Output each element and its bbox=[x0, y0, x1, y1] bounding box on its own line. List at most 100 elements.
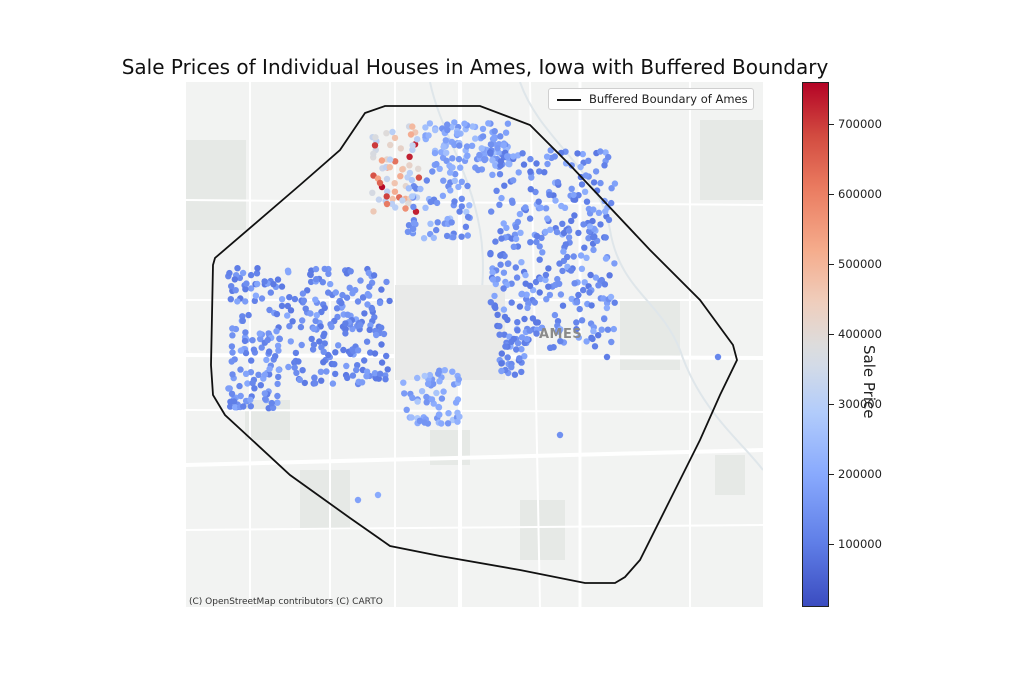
house-point bbox=[472, 135, 479, 142]
house-point bbox=[498, 367, 505, 375]
house-point bbox=[370, 150, 377, 157]
house-point bbox=[454, 418, 461, 425]
house-point bbox=[339, 291, 346, 299]
house-point bbox=[302, 305, 309, 312]
house-point bbox=[301, 379, 308, 387]
house-point bbox=[542, 276, 549, 284]
house-point bbox=[293, 369, 300, 377]
house-point bbox=[423, 177, 430, 184]
house-point bbox=[468, 142, 476, 149]
house-point bbox=[446, 169, 454, 176]
house-point bbox=[312, 265, 320, 273]
house-point bbox=[252, 292, 260, 299]
house-point bbox=[564, 253, 571, 261]
house-point bbox=[590, 246, 597, 254]
house-point bbox=[581, 244, 588, 251]
house-point bbox=[440, 143, 447, 151]
house-point bbox=[325, 351, 332, 359]
house-point bbox=[456, 208, 463, 215]
house-point bbox=[433, 389, 440, 397]
house-point bbox=[464, 182, 471, 190]
house-point bbox=[602, 255, 610, 262]
colorbar-tick bbox=[829, 334, 834, 335]
house-point bbox=[423, 393, 430, 401]
house-point bbox=[377, 370, 384, 377]
house-point bbox=[299, 290, 307, 297]
house-point bbox=[378, 359, 386, 366]
house-point bbox=[232, 287, 239, 294]
house-point bbox=[464, 232, 471, 239]
house-point bbox=[436, 165, 443, 172]
house-point bbox=[431, 149, 439, 157]
house-point bbox=[408, 193, 416, 200]
house-point bbox=[291, 364, 298, 371]
house-point bbox=[487, 150, 494, 157]
house-point bbox=[491, 128, 498, 135]
house-point bbox=[237, 392, 244, 400]
house-point bbox=[228, 343, 236, 350]
house-point bbox=[229, 332, 236, 339]
house-point bbox=[370, 172, 377, 179]
house-point bbox=[462, 223, 470, 230]
house-point bbox=[440, 177, 447, 184]
house-point bbox=[606, 272, 613, 279]
house-point bbox=[458, 195, 465, 202]
house-point bbox=[239, 317, 246, 324]
house-point bbox=[580, 286, 587, 294]
house-point bbox=[605, 153, 612, 161]
house-point bbox=[433, 226, 440, 234]
house-point bbox=[354, 496, 362, 504]
house-point bbox=[552, 197, 559, 204]
house-point bbox=[383, 130, 390, 137]
house-point bbox=[258, 295, 266, 302]
house-point bbox=[234, 265, 241, 272]
house-point bbox=[242, 286, 249, 293]
house-point bbox=[421, 419, 428, 426]
house-point bbox=[527, 155, 534, 163]
house-point bbox=[489, 276, 497, 283]
house-point bbox=[544, 160, 551, 168]
house-point bbox=[590, 206, 597, 213]
house-point bbox=[502, 129, 510, 136]
house-point bbox=[504, 260, 512, 267]
house-point bbox=[428, 396, 436, 403]
house-point bbox=[455, 183, 462, 191]
house-point bbox=[240, 403, 247, 410]
house-point bbox=[286, 294, 293, 301]
house-point bbox=[570, 196, 577, 203]
house-point bbox=[380, 330, 388, 338]
house-point bbox=[567, 267, 575, 274]
house-point bbox=[510, 177, 517, 184]
house-point bbox=[239, 269, 247, 277]
house-point bbox=[331, 361, 338, 368]
house-point bbox=[386, 164, 393, 171]
house-point bbox=[493, 187, 500, 194]
house-point bbox=[228, 390, 236, 397]
house-point bbox=[285, 269, 292, 276]
house-point bbox=[466, 202, 473, 209]
buffered-boundary bbox=[210, 105, 738, 584]
house-point bbox=[370, 272, 378, 279]
house-point bbox=[504, 354, 511, 361]
house-point bbox=[498, 194, 505, 202]
house-point bbox=[433, 199, 441, 207]
house-point bbox=[451, 177, 458, 184]
house-point bbox=[270, 281, 277, 288]
house-point bbox=[551, 311, 559, 319]
house-point bbox=[422, 204, 429, 211]
house-point bbox=[546, 191, 553, 198]
house-point bbox=[592, 274, 600, 281]
house-point bbox=[496, 201, 503, 208]
house-point bbox=[242, 298, 249, 305]
house-point bbox=[595, 282, 602, 289]
house-point bbox=[533, 319, 540, 326]
house-point bbox=[383, 175, 391, 183]
house-point bbox=[229, 325, 236, 332]
house-point bbox=[449, 368, 456, 375]
house-point bbox=[443, 232, 451, 240]
house-point bbox=[456, 413, 463, 420]
house-point bbox=[455, 376, 462, 383]
house-point bbox=[536, 256, 543, 263]
house-point bbox=[451, 119, 458, 126]
